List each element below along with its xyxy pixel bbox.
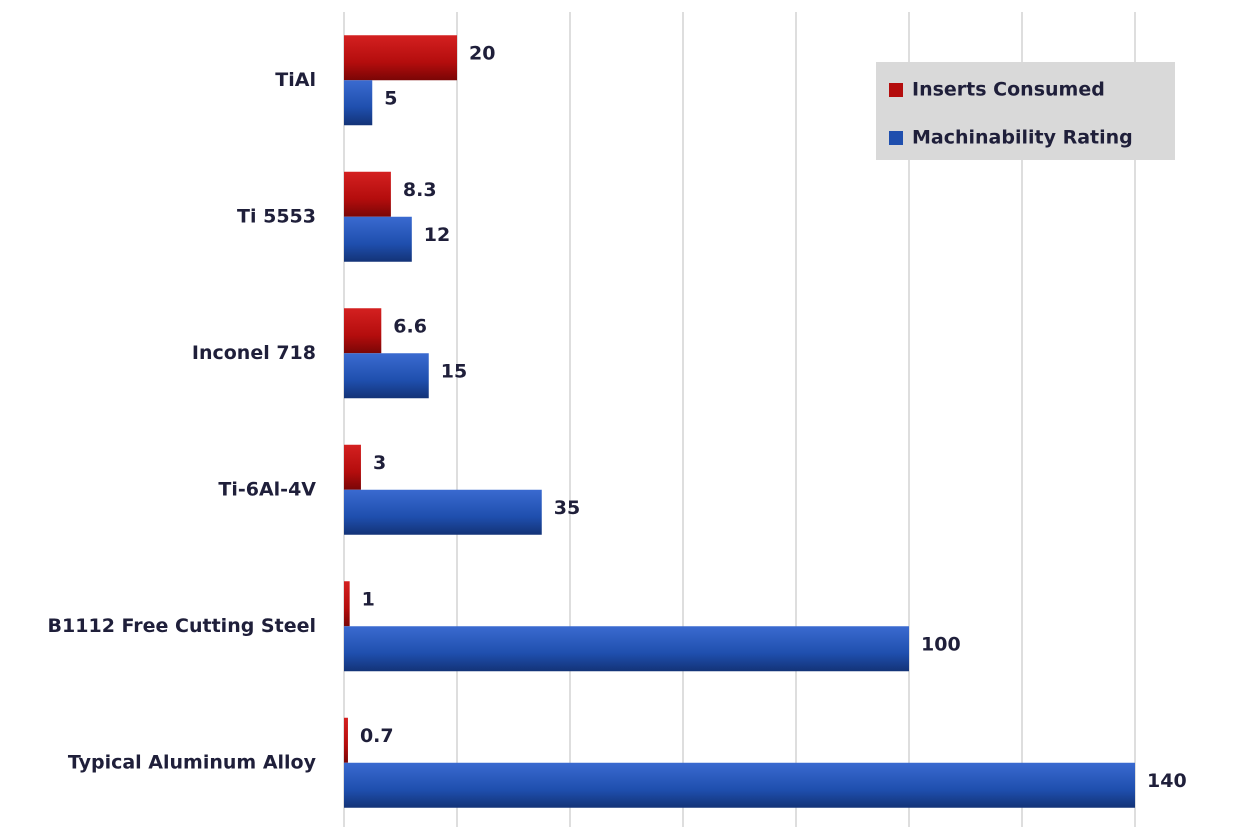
value-label: 8.3 xyxy=(403,179,437,201)
bar xyxy=(344,308,382,354)
value-label: 3 xyxy=(373,452,386,474)
bar xyxy=(344,489,542,535)
value-label: 35 xyxy=(554,497,580,519)
value-label: 6.6 xyxy=(393,315,427,337)
bar xyxy=(344,353,429,399)
legend: Inserts Consumed Machinability Rating xyxy=(876,62,1175,160)
value-label: 140 xyxy=(1147,770,1187,792)
bar xyxy=(344,444,361,490)
value-label: 100 xyxy=(921,633,961,655)
legend-swatch xyxy=(889,83,903,97)
y-tick-label: TiAl xyxy=(275,69,316,91)
bar xyxy=(344,171,391,217)
value-label: 0.7 xyxy=(360,725,394,747)
legend-label: Inserts Consumed xyxy=(912,79,1105,101)
y-tick-label: Ti 5553 xyxy=(237,205,316,227)
legend-swatch xyxy=(889,131,903,145)
bar xyxy=(344,80,373,126)
value-label: 1 xyxy=(362,588,375,610)
y-tick-label: Typical Aluminum Alloy xyxy=(68,751,317,773)
value-label: 5 xyxy=(384,87,397,109)
bar xyxy=(344,35,457,81)
value-label: 20 xyxy=(469,42,495,64)
value-label: 15 xyxy=(441,360,467,382)
bar xyxy=(344,216,412,262)
y-tick-label: Inconel 718 xyxy=(192,342,316,364)
legend-box xyxy=(876,62,1175,160)
bar xyxy=(344,626,909,672)
bar xyxy=(344,717,348,763)
y-tick-label: B1112 Free Cutting Steel xyxy=(48,615,316,637)
y-tick-label: Ti-6Al-4V xyxy=(218,478,316,500)
value-label: 12 xyxy=(424,224,450,246)
legend-label: Machinability Rating xyxy=(912,127,1133,149)
bar xyxy=(344,581,350,627)
bar xyxy=(344,762,1135,808)
